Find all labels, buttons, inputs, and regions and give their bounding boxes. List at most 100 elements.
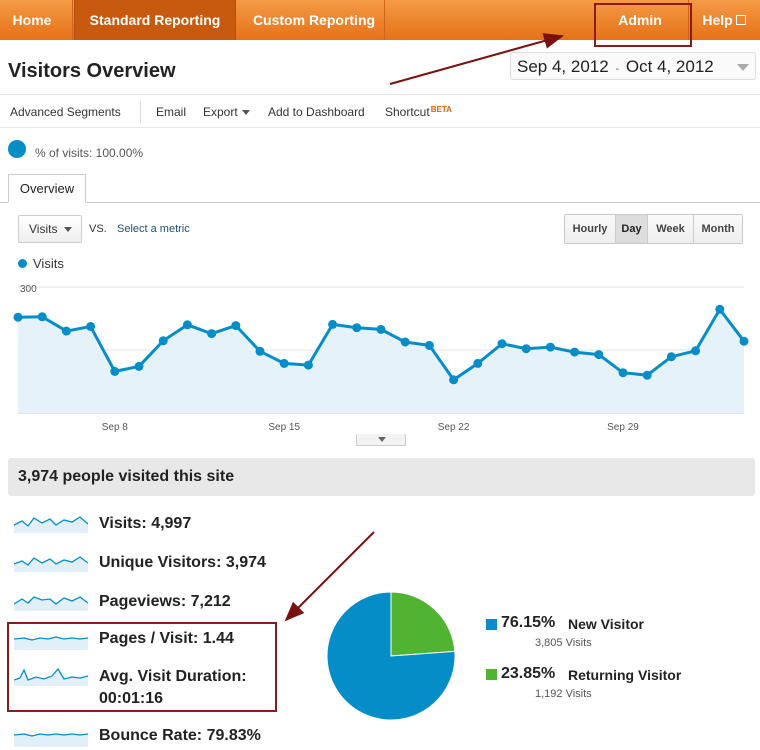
- data-point[interactable]: [497, 339, 507, 349]
- email-button[interactable]: Email: [156, 105, 187, 119]
- metric-text: Pageviews: 7,212: [99, 593, 231, 611]
- data-point[interactable]: [642, 370, 652, 380]
- new-visitor-count: 3,805 Visits: [535, 637, 592, 649]
- chart-collapse-toggle[interactable]: [356, 434, 406, 446]
- metric-value: 7,212: [190, 593, 231, 610]
- metric-value: 4,997: [151, 515, 192, 532]
- x-tick-label: Sep 8: [102, 422, 129, 433]
- vs-label: VS.: [89, 223, 107, 235]
- date-range-picker[interactable]: Sep 4, 2012 - Oct 4, 2012: [510, 52, 756, 80]
- metric-value: 3,974: [225, 554, 266, 571]
- export-button[interactable]: Export: [203, 105, 250, 119]
- select-metric-link[interactable]: Select a metric: [117, 223, 190, 235]
- export-label: Export: [203, 105, 238, 119]
- returning-visitor-label: Returning Visitor: [568, 667, 682, 683]
- data-point[interactable]: [545, 342, 555, 352]
- nav-divider: [688, 0, 689, 40]
- date-end: Oct 4, 2012: [625, 57, 714, 76]
- data-point[interactable]: [158, 336, 168, 346]
- data-point[interactable]: [303, 360, 313, 370]
- y-tick-300: 300: [20, 284, 37, 295]
- page-title: Visitors Overview: [8, 60, 176, 82]
- metric-label: Pages / Visit:: [99, 630, 199, 647]
- chevron-down-icon: [64, 227, 72, 232]
- nav-custom-reporting[interactable]: Custom Reporting: [252, 12, 376, 28]
- data-point[interactable]: [570, 347, 580, 357]
- nav-admin[interactable]: Admin: [618, 12, 662, 28]
- shortcut-button[interactable]: ShortcutBETA: [385, 105, 452, 119]
- metric-text: Avg. Visit Duration: 00:01:16: [99, 666, 247, 710]
- data-point[interactable]: [255, 346, 265, 356]
- metric-text: Bounce Rate: 79.83%: [99, 727, 261, 745]
- metric-label: Avg. Visit Duration:: [99, 668, 247, 685]
- data-point[interactable]: [231, 321, 241, 331]
- metric-text: Pages / Visit: 1.44: [99, 630, 234, 648]
- data-point[interactable]: [473, 358, 483, 368]
- data-point[interactable]: [13, 312, 23, 322]
- metric-dropdown[interactable]: Visits: [18, 215, 82, 243]
- segment-pie-icon: [8, 140, 26, 158]
- visitor-type-pie-chart: [326, 591, 456, 721]
- new-visitor-label: New Visitor: [568, 616, 644, 632]
- data-point[interactable]: [666, 352, 676, 362]
- x-tick-label: Sep 29: [607, 422, 639, 433]
- data-point[interactable]: [86, 322, 96, 331]
- period-day-button[interactable]: Day: [615, 215, 647, 243]
- sparkline-icon: [14, 733, 88, 747]
- data-point[interactable]: [715, 304, 725, 314]
- data-point[interactable]: [279, 358, 289, 368]
- data-point[interactable]: [400, 337, 410, 347]
- nav-help[interactable]: Help: [690, 0, 758, 40]
- period-week-button[interactable]: Week: [647, 215, 693, 243]
- shortcut-label: Shortcut: [385, 105, 430, 119]
- advanced-segments-button[interactable]: Advanced Segments: [10, 105, 121, 119]
- legend-label-visits: Visits: [33, 256, 64, 271]
- data-point[interactable]: [352, 323, 362, 333]
- segment-label: % of visits: 100.00%: [35, 146, 144, 160]
- sparkline-icon: [14, 667, 88, 686]
- returning-visitor-pct: 23.85%: [501, 665, 556, 682]
- chevron-down-icon: [241, 110, 250, 116]
- data-point[interactable]: [328, 319, 338, 329]
- sparkline-icon: [14, 596, 88, 611]
- beta-badge: BETA: [430, 105, 452, 114]
- report-toolbar: Advanced Segments Email Export Add to Da…: [0, 94, 760, 128]
- data-point[interactable]: [618, 368, 628, 378]
- data-point[interactable]: [207, 329, 217, 339]
- period-toggle-group: Hourly Day Week Month: [564, 214, 743, 244]
- data-point[interactable]: [739, 336, 749, 346]
- returning-visitor-count: 1,192 Visits: [535, 688, 592, 700]
- metric-label: Pageviews:: [99, 593, 187, 610]
- nav-home[interactable]: Home: [12, 12, 52, 28]
- data-point[interactable]: [424, 340, 434, 350]
- summary-heading: 3,974 people visited this site: [8, 458, 755, 496]
- data-point[interactable]: [134, 361, 144, 371]
- tab-baseline: [0, 202, 760, 203]
- pie-slice-returning-visitor[interactable]: [390, 591, 456, 657]
- data-point[interactable]: [376, 324, 386, 334]
- metric-value: 00:01:16: [99, 690, 164, 707]
- metric-label: Unique Visitors:: [99, 554, 222, 571]
- x-tick-label: Sep 22: [438, 422, 470, 433]
- external-link-icon: [735, 15, 746, 25]
- data-point[interactable]: [37, 312, 47, 322]
- data-point[interactable]: [61, 326, 71, 336]
- period-month-button[interactable]: Month: [693, 215, 742, 243]
- sparkline-icon: [14, 636, 88, 650]
- toolbar-divider: [140, 101, 141, 123]
- nav-divider: [384, 0, 385, 40]
- tab-overview[interactable]: Overview: [8, 174, 86, 203]
- nav-divider: [72, 0, 73, 40]
- data-point[interactable]: [691, 346, 701, 356]
- date-start: Sep 4, 2012: [517, 57, 609, 76]
- metric-value: 1.44: [202, 630, 234, 647]
- data-point[interactable]: [521, 344, 531, 354]
- data-point[interactable]: [449, 375, 459, 385]
- nav-standard-reporting[interactable]: Standard Reporting: [74, 0, 236, 40]
- legend-marker-visits: [18, 259, 27, 268]
- data-point[interactable]: [182, 320, 192, 330]
- data-point[interactable]: [110, 366, 120, 376]
- data-point[interactable]: [594, 350, 604, 360]
- period-hourly-button[interactable]: Hourly: [565, 215, 615, 243]
- add-to-dashboard-button[interactable]: Add to Dashboard: [268, 105, 365, 119]
